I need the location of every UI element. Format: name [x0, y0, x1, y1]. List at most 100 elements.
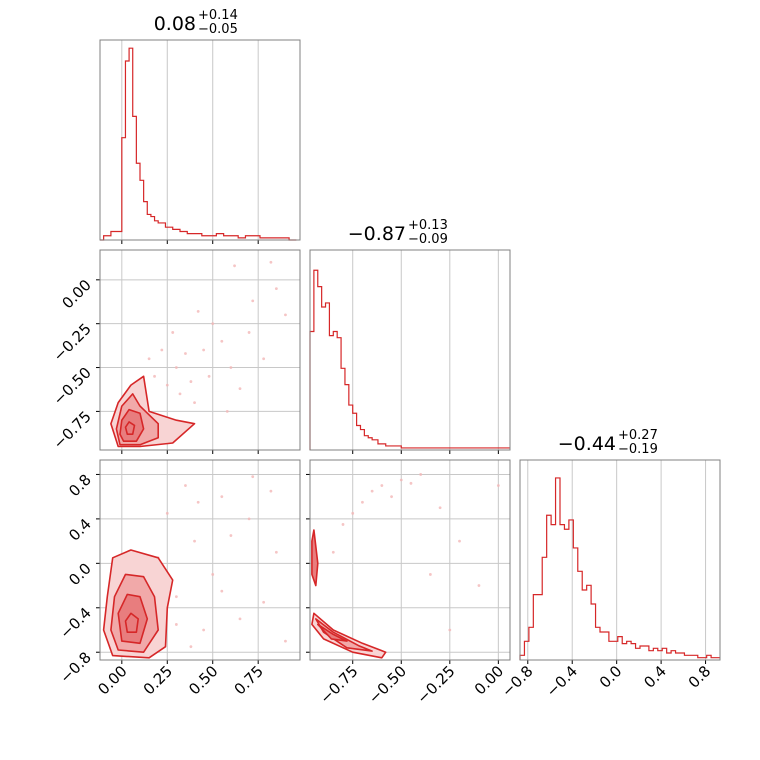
- panel-frame: [99, 249, 301, 451]
- histogram-bar: [187, 234, 194, 240]
- histogram-bar: [551, 525, 555, 660]
- histogram-bar: [649, 651, 653, 660]
- histogram-bar: [318, 287, 322, 450]
- scatter-point: [351, 511, 355, 515]
- scatter-point: [184, 352, 187, 355]
- scatter-point: [171, 331, 175, 334]
- histogram-bar: [618, 637, 622, 660]
- histogram-bar: [684, 655, 688, 660]
- x-tick-label: 0.0: [596, 662, 626, 692]
- histogram-panel-x0: 0.08 +0.14−0.05: [99, 8, 301, 244]
- density-contour: [124, 612, 139, 634]
- scatter-point: [477, 584, 481, 587]
- histogram-step-line: [309, 269, 510, 450]
- density-contour: [311, 612, 387, 659]
- histogram-bar: [556, 478, 560, 660]
- scatter-point: [458, 539, 461, 543]
- histogram-panel-x1: −0.87 +0.13−0.09: [309, 218, 511, 454]
- histogram-bar: [587, 585, 591, 660]
- histogram-bar: [224, 236, 231, 240]
- x-tick-label: 0.00: [94, 662, 130, 698]
- density-contour: [124, 421, 136, 436]
- density-contour: [311, 529, 319, 587]
- histogram-bar: [560, 525, 564, 660]
- title-upper-error: +0.14: [198, 8, 238, 23]
- y-tick-label: 0.8: [65, 471, 95, 501]
- density-contour: [314, 618, 373, 652]
- scatter-point: [428, 573, 432, 576]
- histogram-bar: [680, 653, 684, 660]
- scatter-point: [189, 645, 193, 649]
- histogram-bar: [573, 548, 577, 660]
- histogram-title: 0.08 +0.14−0.05: [154, 8, 238, 37]
- x-tick-label: 0.25: [140, 662, 176, 698]
- x-tick-label: −0.75: [316, 662, 361, 707]
- scatter-point: [274, 550, 278, 554]
- scatter-point: [193, 539, 196, 543]
- density-contour: [316, 623, 348, 642]
- scatter-point: [438, 506, 442, 510]
- scatter-point: [202, 628, 206, 632]
- histogram-bar: [627, 641, 631, 660]
- x-tick-label: 0.4: [640, 662, 670, 692]
- histogram-bar: [609, 641, 613, 660]
- x-tick-label: −0.50: [365, 662, 410, 707]
- scatter-point: [238, 617, 242, 621]
- histogram-panel-x2: −0.8 −0.4 0.0 0.4 0.8 −0.44 +0.27−0.19: [498, 428, 721, 701]
- histogram-bar: [529, 627, 533, 660]
- title-lower-error: −0.09: [408, 232, 448, 247]
- histogram-bar: [604, 632, 608, 660]
- histogram-bar: [520, 655, 524, 660]
- scatter-point: [284, 313, 287, 317]
- scatter-point: [361, 500, 364, 504]
- histogram-bar: [147, 214, 151, 240]
- histogram-bar: [158, 223, 165, 240]
- title-upper-error: +0.13: [408, 218, 448, 233]
- histogram-bar: [671, 651, 675, 660]
- histogram-bar: [216, 234, 223, 240]
- histogram-bar: [707, 655, 711, 660]
- histogram-bar: [538, 595, 542, 660]
- histogram-bar: [393, 446, 401, 450]
- panel-frame: [99, 459, 301, 661]
- x-tick-label: −0.4: [543, 662, 581, 700]
- scatter-point: [165, 511, 169, 515]
- title-lower-error: −0.05: [198, 22, 238, 37]
- histogram-bar: [524, 641, 528, 660]
- histogram-step-line: [519, 477, 720, 660]
- histogram-bar: [658, 651, 662, 660]
- scatter-point: [165, 383, 169, 387]
- scatter-point: [247, 331, 251, 334]
- scatter-point: [211, 573, 215, 576]
- scatter-point: [207, 374, 211, 378]
- scatter-point: [220, 339, 224, 343]
- scatter-point: [174, 623, 178, 626]
- scatter-panel-x0-x1: 0.00 −0.25−0.50−0.75: [50, 249, 301, 454]
- histogram-bar: [564, 529, 568, 660]
- scatter-point: [269, 489, 273, 493]
- scatter-point: [174, 595, 178, 599]
- histogram-bar: [118, 231, 122, 240]
- histogram-bar: [640, 646, 644, 660]
- y-tick-label: −0.75: [50, 408, 95, 453]
- histogram-bar: [231, 236, 238, 240]
- scatter-point: [251, 299, 255, 303]
- histogram-bar: [613, 641, 617, 660]
- scatter-point: [399, 478, 403, 482]
- histogram-bar: [155, 221, 159, 240]
- histogram-bar: [386, 446, 394, 450]
- histogram-bar: [644, 646, 648, 660]
- scatter-point: [202, 348, 206, 352]
- scatter-point: [211, 322, 215, 326]
- histogram-bar: [378, 444, 386, 450]
- scatter-point: [174, 366, 178, 369]
- title-lower-error: −0.19: [618, 442, 658, 457]
- x-tick-label: 0.75: [231, 662, 267, 698]
- histogram-bar: [547, 515, 551, 660]
- scatter-point: [229, 366, 233, 369]
- scatter-point: [262, 600, 266, 604]
- histogram-bar: [195, 234, 202, 240]
- histogram-bar: [333, 332, 337, 450]
- title-upper-error: +0.27: [618, 428, 658, 443]
- histogram-bar: [107, 236, 111, 240]
